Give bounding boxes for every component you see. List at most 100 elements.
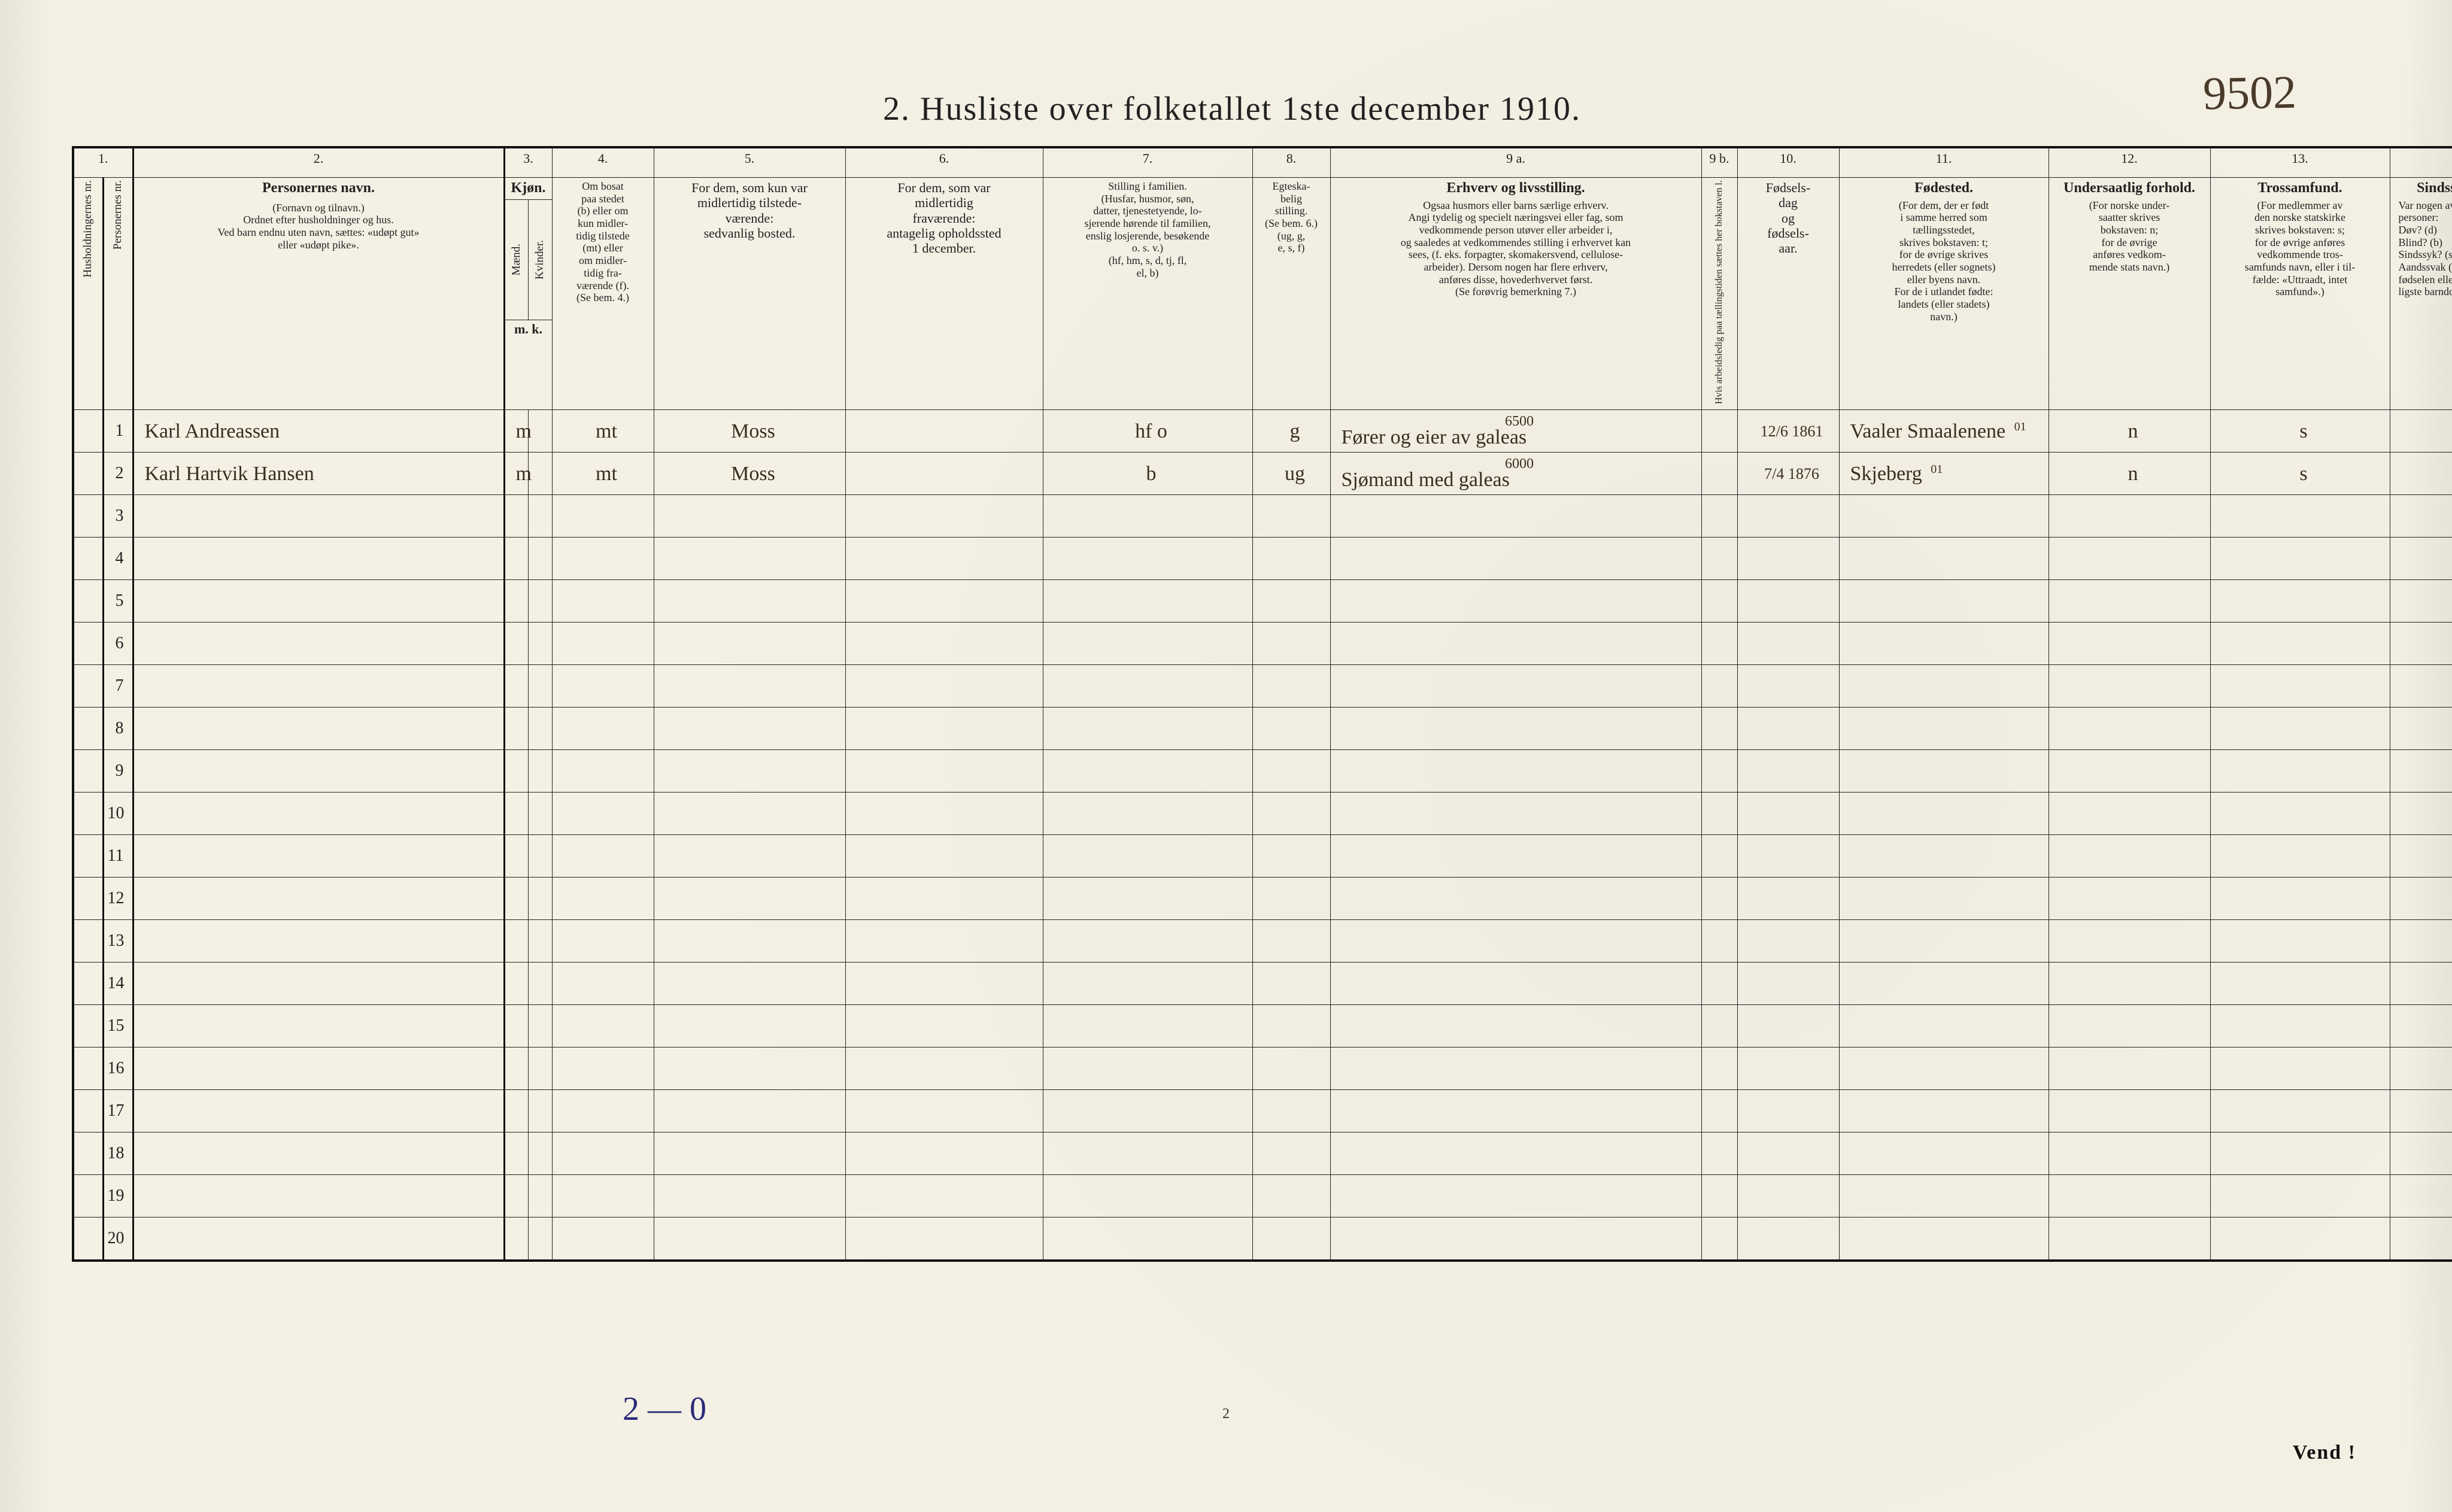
colnum-2: 2.	[133, 147, 504, 178]
empty-cell	[2210, 750, 2390, 793]
empty-cell	[73, 623, 103, 665]
empty-cell	[2049, 920, 2210, 963]
cell-name: Karl Andreassen	[133, 410, 504, 453]
empty-cell	[1839, 708, 2049, 750]
empty-cell	[552, 665, 654, 708]
empty-cell	[1701, 878, 1737, 920]
empty-cell	[1043, 878, 1252, 920]
empty-cell	[73, 1175, 103, 1218]
empty-cell	[1043, 920, 1252, 963]
empty-cell	[1701, 750, 1737, 793]
empty-cell	[2049, 793, 2210, 835]
empty-cell	[1252, 878, 1330, 920]
empty-cell	[1043, 1133, 1252, 1175]
empty-cell	[2210, 623, 2390, 665]
colnum-1: 1.	[73, 147, 133, 178]
cell-5: Moss	[654, 410, 845, 453]
colnum-3: 3.	[504, 147, 552, 178]
empty-cell	[654, 878, 845, 920]
empty-cell	[528, 538, 552, 580]
cell-13: s	[2210, 410, 2390, 453]
empty-cell	[2049, 1133, 2210, 1175]
empty-cell	[528, 1175, 552, 1218]
header-text-row: Husholdningernes nr. Personernes nr. Per…	[73, 178, 2452, 410]
empty-cell	[1737, 623, 1839, 665]
empty-cell	[1701, 665, 1737, 708]
empty-cell	[133, 963, 504, 1005]
empty-cell	[1839, 878, 2049, 920]
empty-cell	[133, 708, 504, 750]
empty-cell	[528, 623, 552, 665]
empty-cell	[1252, 1005, 1330, 1048]
cell-8: g	[1252, 410, 1330, 453]
empty-cell	[73, 665, 103, 708]
hdr-1b: Personernes nr.	[103, 178, 133, 410]
colnum-7: 7.	[1043, 147, 1252, 178]
empty-cell	[528, 835, 552, 878]
census-table: 1. 2. 3. 4. 5. 6. 7. 8. 9 a. 9 b. 10. 11…	[72, 146, 2452, 1262]
empty-cell	[2210, 835, 2390, 878]
table-row: 18	[73, 1133, 2452, 1175]
table-row: 13	[73, 920, 2452, 963]
empty-cell	[1839, 793, 2049, 835]
empty-cell	[528, 963, 552, 1005]
empty-cell	[1701, 963, 1737, 1005]
empty-cell	[654, 793, 845, 835]
empty-cell	[2049, 623, 2210, 665]
hdr-9a-sub: Ogsaa husmors eller barns særlige erhver…	[1334, 199, 1698, 299]
hdr-13: Trossamfund. (For medlemmer av den norsk…	[2210, 178, 2390, 410]
empty-cell	[133, 750, 504, 793]
hdr-12: Undersaatlig forhold. (For norske under-…	[2049, 178, 2210, 410]
table-row: 3	[73, 495, 2452, 538]
empty-cell	[1737, 538, 1839, 580]
empty-cell	[73, 963, 103, 1005]
hdr-3-title: Kjøn.	[505, 178, 552, 200]
empty-cell	[1252, 750, 1330, 793]
cell-14	[2390, 410, 2452, 453]
empty-cell	[1737, 1175, 1839, 1218]
empty-cell	[1701, 1133, 1737, 1175]
empty-cell	[1043, 580, 1252, 623]
empty-cell	[528, 708, 552, 750]
empty-cell	[73, 708, 103, 750]
empty-cell	[504, 750, 528, 793]
table-header: 1. 2. 3. 4. 5. 6. 7. 8. 9 a. 9 b. 10. 11…	[73, 147, 2452, 410]
empty-cell	[504, 878, 528, 920]
cell-9b	[1701, 453, 1737, 495]
empty-cell	[133, 495, 504, 538]
empty-cell	[73, 793, 103, 835]
empty-cell	[133, 1218, 504, 1261]
empty-cell	[1737, 665, 1839, 708]
empty-cell	[73, 580, 103, 623]
hdr-2-sub: (Fornavn og tilnavn.) Ordnet efter husho…	[138, 202, 500, 251]
empty-cell	[2210, 665, 2390, 708]
empty-cell	[552, 1048, 654, 1090]
empty-cell	[133, 920, 504, 963]
empty-cell	[1701, 1175, 1737, 1218]
empty-cell	[133, 878, 504, 920]
empty-cell	[1043, 835, 1252, 878]
empty-cell	[1701, 1048, 1737, 1090]
empty-cell	[845, 580, 1043, 623]
empty-cell	[528, 495, 552, 538]
table-row: 1 Karl Andreassen m mt Moss hf o g 6500 …	[73, 410, 2452, 453]
table-row: 19	[73, 1175, 2452, 1218]
empty-cell	[654, 920, 845, 963]
hdr-12-sub: (For norske under- saatter skrives bokst…	[2053, 199, 2207, 274]
cell-12: n	[2049, 453, 2210, 495]
empty-cell	[1043, 623, 1252, 665]
empty-cell	[2049, 878, 2210, 920]
empty-cell	[845, 1048, 1043, 1090]
empty-cell	[845, 1218, 1043, 1261]
empty-cell	[1043, 1090, 1252, 1133]
empty-cell	[1701, 623, 1737, 665]
empty-cell	[845, 623, 1043, 665]
empty-cell	[73, 538, 103, 580]
table-row: 11	[73, 835, 2452, 878]
colnum-11: 11.	[1839, 147, 2049, 178]
empty-cell	[1043, 1175, 1252, 1218]
empty-cell	[73, 495, 103, 538]
empty-cell	[1701, 920, 1737, 963]
empty-cell	[1737, 495, 1839, 538]
empty-cell	[2390, 665, 2452, 708]
